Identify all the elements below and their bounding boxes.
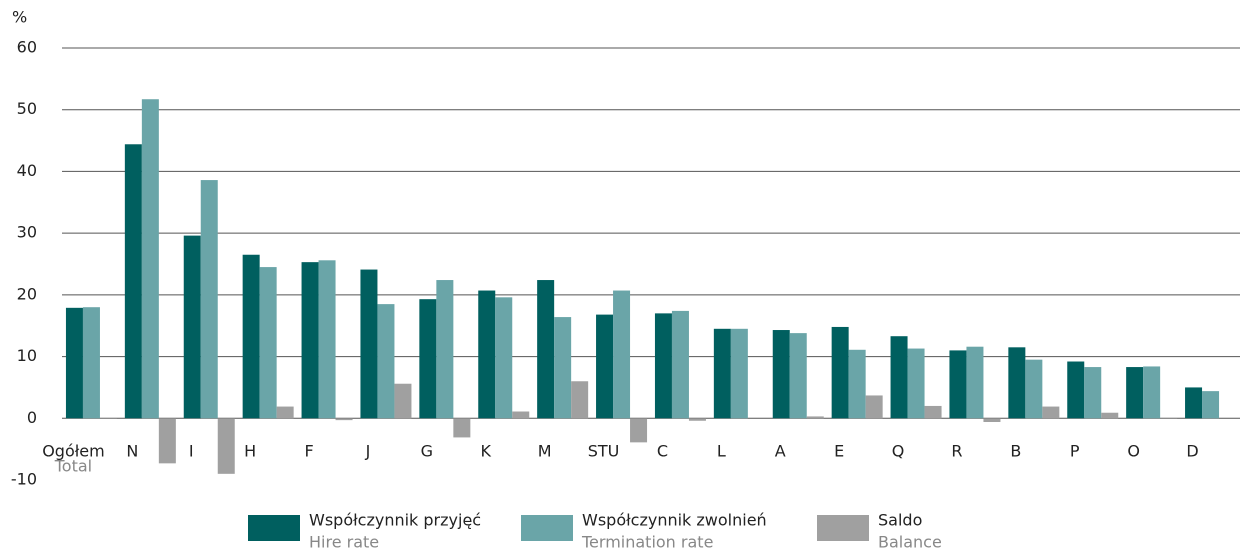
bar (1101, 412, 1119, 419)
bar (1143, 366, 1161, 419)
bar (242, 254, 260, 419)
bar (1084, 367, 1102, 419)
bar (924, 405, 942, 419)
bar (806, 416, 824, 419)
y-unit: % (12, 8, 27, 27)
bar (360, 269, 378, 419)
bar (99, 418, 117, 419)
bar (1160, 418, 1178, 419)
x-tick-label: A (775, 442, 786, 461)
legend-label: Współczynnik zwolnień (582, 511, 767, 530)
legend-sublabel: Hire rate (309, 533, 379, 552)
bar (394, 383, 412, 419)
bar (907, 348, 925, 419)
x-tick-label: R (951, 442, 962, 461)
bar (478, 290, 496, 419)
legend-swatch (521, 515, 573, 541)
x-tick-label: D (1186, 442, 1198, 461)
bar (419, 299, 437, 419)
y-tick-label: 10 (17, 346, 37, 365)
x-tick-label: B (1010, 442, 1021, 461)
bar (259, 267, 277, 419)
bar (200, 180, 218, 419)
x-tick-label: Q (892, 442, 905, 461)
y-tick-label: -10 (11, 470, 37, 489)
bar (141, 99, 159, 419)
legend-label: Saldo (878, 511, 922, 530)
bar (1025, 359, 1043, 419)
bar (688, 418, 706, 421)
bar (966, 346, 984, 419)
bar (571, 381, 589, 419)
legend-label: Współczynnik przyjęć (309, 511, 481, 530)
bar (537, 280, 555, 419)
y-tick-label: 0 (27, 408, 37, 427)
bar (848, 349, 866, 419)
bar (949, 350, 967, 419)
bar (713, 328, 731, 419)
y-tick-label: 50 (17, 99, 37, 118)
x-tick-label: N (126, 442, 138, 461)
bar (554, 317, 572, 419)
x-tick-label: H (244, 442, 256, 461)
y-tick-label: 40 (17, 161, 37, 180)
bar (158, 418, 176, 464)
bar (1126, 367, 1144, 419)
y-tick-label: 60 (17, 38, 37, 57)
bar (124, 144, 142, 419)
bar (1042, 406, 1060, 419)
y-tick-label: 20 (17, 284, 37, 303)
bar (772, 330, 790, 419)
bar (789, 333, 807, 419)
x-tick-label: L (717, 442, 726, 461)
bar (301, 262, 319, 419)
bar (65, 307, 83, 419)
bar (183, 235, 201, 419)
x-tick-label: Ogółem (42, 442, 105, 461)
bar (983, 418, 1001, 422)
x-tick-label: O (1127, 442, 1140, 461)
x-tick-label: P (1070, 442, 1080, 461)
bar (654, 313, 672, 419)
bar (1008, 347, 1026, 419)
bar (1185, 387, 1203, 419)
bar (512, 411, 530, 419)
bar (276, 406, 294, 419)
legend-sublabel: Termination rate (581, 533, 713, 552)
bar (865, 395, 883, 419)
bar (436, 280, 454, 419)
legend-sublabel: Balance (878, 533, 942, 552)
x-tick-label: J (365, 442, 371, 461)
x-tick-label: K (481, 442, 492, 461)
x-tick-sublabel: Total (54, 457, 92, 476)
y-tick-label: 30 (17, 223, 37, 242)
bar (730, 328, 748, 419)
bar (217, 418, 235, 474)
bar (1067, 361, 1085, 419)
bar (495, 297, 513, 419)
bar (671, 310, 689, 419)
legend-swatch (817, 515, 869, 541)
bar (1202, 391, 1220, 419)
x-tick-label: F (304, 442, 313, 461)
x-tick-label: G (421, 442, 433, 461)
x-tick-label: C (657, 442, 668, 461)
bar (318, 260, 336, 419)
x-tick-label: I (189, 442, 194, 461)
bar (831, 326, 849, 419)
bar (890, 336, 908, 419)
x-tick-label: E (834, 442, 844, 461)
legend-swatch (248, 515, 300, 541)
bar (596, 314, 614, 419)
bar (82, 307, 100, 419)
bar (453, 418, 471, 438)
x-tick-label: STU (588, 442, 620, 461)
bar (613, 290, 631, 419)
bar (377, 304, 395, 419)
bar (630, 418, 648, 443)
bar (335, 418, 353, 421)
x-tick-label: M (538, 442, 552, 461)
